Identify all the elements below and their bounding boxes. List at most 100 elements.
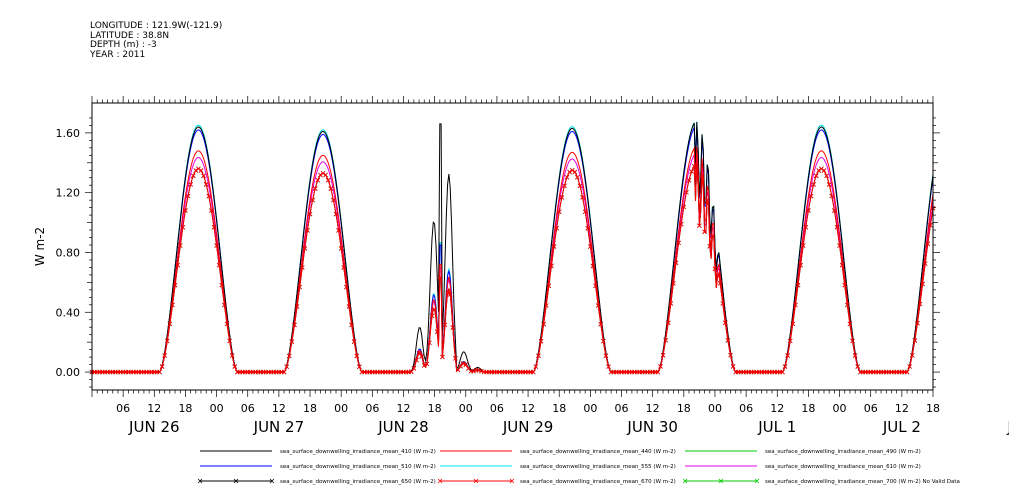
x-hour-label: 06 [365, 402, 379, 415]
series-marker-670 [333, 211, 339, 217]
series-marker-670 [419, 354, 424, 359]
x-hour-label: 18 [926, 402, 940, 415]
series-marker-670 [785, 353, 790, 358]
series-marker-670 [357, 364, 362, 369]
series-marker-670 [172, 282, 178, 288]
series-line-670 [92, 164, 934, 373]
series-marker-670 [170, 302, 175, 308]
x-hour-label: 18 [677, 402, 691, 415]
series-marker-670 [816, 168, 822, 173]
series-marker-670 [671, 280, 676, 286]
series-marker-670 [297, 284, 302, 290]
series-marker-670 [447, 292, 453, 297]
series-marker-670 [813, 173, 819, 179]
series-marker-670 [676, 240, 681, 246]
series-marker-670 [689, 169, 694, 174]
series-marker-670 [198, 168, 204, 173]
series-marker-670 [845, 302, 850, 308]
series-marker-670 [541, 321, 546, 327]
legend: sea_surface_downwelling_irradiance_mean_… [197, 449, 960, 485]
series-marker-670 [821, 168, 827, 173]
series-marker-670 [424, 361, 430, 367]
series-marker-670 [530, 369, 536, 375]
x-hour-label: 00 [833, 402, 847, 415]
series-marker-670 [790, 321, 796, 327]
latitude-label: LATITUDE : 38.8N [90, 30, 170, 41]
series-marker-670 [798, 262, 803, 268]
series-marker-670 [925, 241, 931, 247]
series-marker-670 [912, 338, 918, 343]
series-marker-670 [427, 340, 432, 346]
series-marker-670 [795, 282, 801, 288]
series-marker-670 [585, 226, 591, 231]
x-hour-label: 06 [490, 402, 504, 415]
x-date-label: JUN 27 [253, 418, 304, 436]
legend-marker-650 [233, 478, 239, 484]
series-marker-670 [569, 167, 575, 173]
series-marker-670 [206, 193, 212, 199]
series-marker-670 [780, 369, 785, 375]
series-marker-670 [305, 228, 310, 233]
x-hour-label: 18 [801, 402, 815, 415]
series-marker-670 [157, 369, 162, 375]
series-marker-670 [351, 339, 357, 344]
series-marker-670 [824, 173, 829, 179]
y-axis-label: W m-2 [33, 227, 47, 266]
series-marker-670 [829, 193, 835, 199]
x-hour-label: 06 [241, 402, 255, 415]
series-marker-670 [704, 198, 710, 203]
series-marker-670 [284, 364, 289, 369]
series-marker-670 [819, 166, 824, 172]
series-marker-670 [684, 189, 689, 195]
series-marker-670 [720, 301, 726, 306]
series-marker-670 [715, 273, 720, 279]
series-marker-670 [177, 243, 183, 248]
series-marker-670 [344, 284, 349, 290]
series-marker-670 [292, 322, 297, 328]
series-marker-670 [556, 209, 562, 215]
x-hour-label: 18 [303, 402, 317, 415]
legend-label-670: sea_surface_downwelling_irradiance_mean_… [520, 479, 676, 485]
series-marker-670 [354, 353, 360, 359]
axis-labels: 0.00 0.40 0.80 1.20 1.60 W m-2 06 12 18 00 06 12 18 0… [33, 127, 1009, 436]
x-date-label: JUL 2 [882, 418, 921, 436]
series-marker-670 [463, 362, 469, 368]
x-hour-label: 18 [178, 402, 192, 415]
series-marker-670 [580, 195, 585, 200]
legend-marker-670 [473, 478, 479, 484]
x-hour-label: 12 [521, 402, 535, 415]
series-marker-670 [323, 172, 328, 178]
series-marker-670 [717, 280, 723, 286]
series-marker-670 [159, 364, 165, 369]
series-marker-670 [411, 366, 417, 371]
x-hour-label: 12 [396, 402, 410, 415]
x-hour-label: 12 [646, 402, 660, 415]
series-marker-670 [201, 173, 206, 179]
series-marker-670 [180, 224, 186, 230]
series-marker-670 [673, 260, 679, 266]
series-marker-670 [471, 368, 476, 374]
series-marker-670 [920, 281, 925, 287]
series-marker-670 [826, 182, 832, 187]
series-marker-670 [414, 357, 419, 363]
series-marker-670 [479, 368, 484, 374]
series-marker-670 [691, 163, 697, 169]
series-marker-670 [190, 173, 196, 179]
series-marker-670 [203, 182, 209, 187]
x-hour-label: 06 [864, 402, 878, 415]
x-hour-label: 12 [895, 402, 909, 415]
legend-label-555: sea_surface_downwelling_irradiance_mean_… [520, 464, 676, 470]
series-marker-670 [440, 354, 445, 360]
x-hour-label: 12 [770, 402, 784, 415]
series-marker-670 [668, 301, 674, 306]
legend-marker-650 [197, 478, 203, 484]
series-marker-670 [209, 208, 214, 213]
series-marker-670 [595, 303, 601, 308]
x-date-label: JUN 28 [377, 418, 428, 436]
series-marker-670 [216, 262, 222, 268]
series-marker-670 [211, 224, 217, 230]
legend-label-650: sea_surface_downwelling_irradiance_mean_… [280, 479, 436, 485]
series-marker-670 [315, 177, 321, 183]
series-marker-670 [800, 243, 806, 248]
series-marker-670 [598, 321, 604, 327]
